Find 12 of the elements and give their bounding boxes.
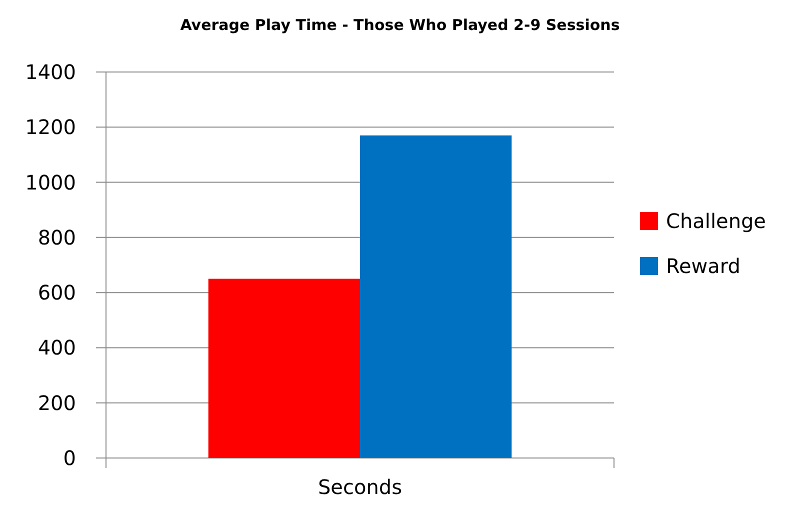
x-tick-label: Seconds — [318, 475, 402, 499]
y-tick-label: 1400 — [25, 60, 76, 84]
y-tick-label: 400 — [38, 336, 76, 360]
y-tick-label: 1200 — [25, 115, 76, 140]
y-tick-label: 600 — [38, 280, 76, 305]
y-tick-label: 800 — [38, 225, 76, 250]
y-tick-label: 200 — [38, 390, 76, 415]
legend-label: Challenge — [666, 209, 766, 233]
chart-title: Average Play Time - Those Who Played 2-9 Sessions — [180, 16, 620, 34]
y-tick-label: 0 — [63, 446, 76, 470]
legend-label: Reward — [666, 254, 740, 278]
y-tick-label: 1000 — [25, 170, 76, 194]
